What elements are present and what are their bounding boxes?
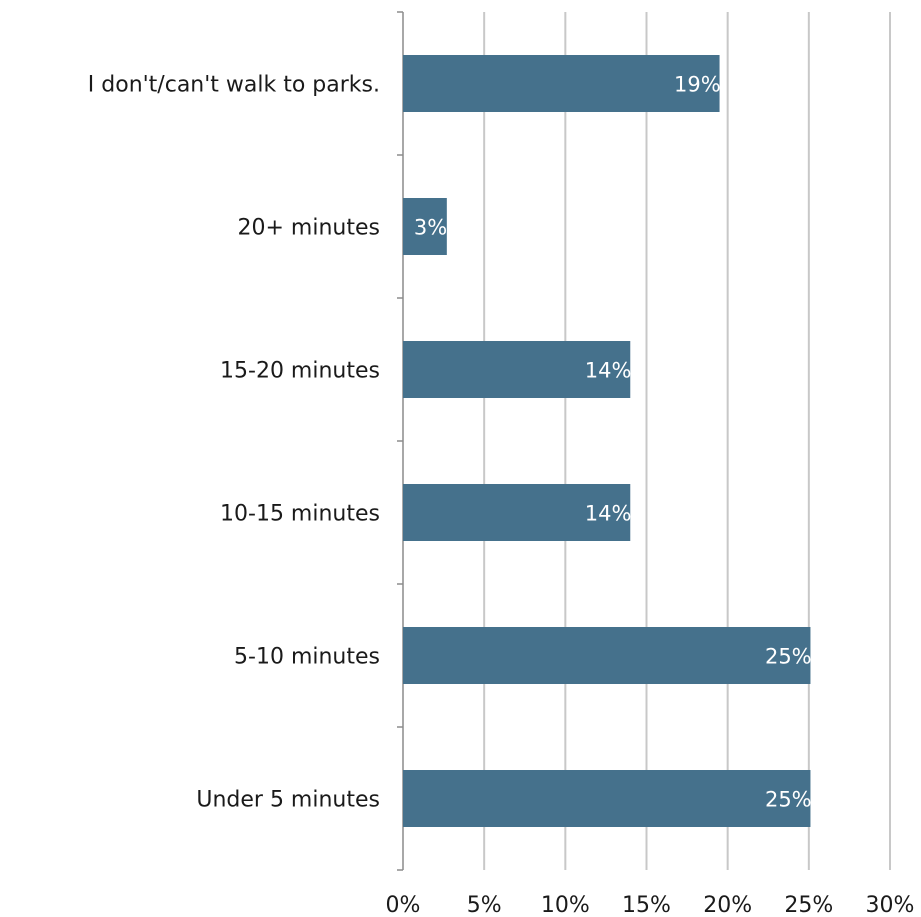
bar-data-label: 25% <box>765 788 812 812</box>
bar-data-label: 3% <box>414 216 447 240</box>
bar-data-label: 25% <box>765 645 812 669</box>
bar-data-label: 19% <box>674 73 721 97</box>
category-label: 5-10 minutes <box>234 645 380 670</box>
x-tick-label: 25% <box>784 893 833 917</box>
labels: 0% 5% 10% 15% 20% 25% 30% 19% I don't/can't walk… <box>88 73 915 917</box>
x-tick-label: 30% <box>866 893 915 917</box>
category-label: 15-20 minutes <box>220 359 380 384</box>
bar <box>403 55 720 112</box>
x-tick-label: 15% <box>622 893 671 917</box>
bar <box>403 770 811 827</box>
axes <box>397 11 404 871</box>
x-tick-label: 20% <box>703 893 752 917</box>
bar-data-label: 14% <box>585 359 632 383</box>
bar <box>403 341 631 398</box>
bar <box>403 484 631 541</box>
bars <box>403 55 811 827</box>
x-tick-label: 5% <box>467 893 502 917</box>
x-tick-label: 0% <box>386 893 421 917</box>
bar <box>403 198 447 255</box>
gridlines <box>483 12 891 870</box>
category-label: I don't/can't walk to parks. <box>88 73 380 98</box>
category-label: 10-15 minutes <box>220 502 380 527</box>
bar <box>403 627 811 684</box>
category-label: 20+ minutes <box>238 216 380 241</box>
category-label: Under 5 minutes <box>196 788 380 813</box>
bar-data-label: 14% <box>585 502 632 526</box>
x-tick-label: 10% <box>541 893 590 917</box>
